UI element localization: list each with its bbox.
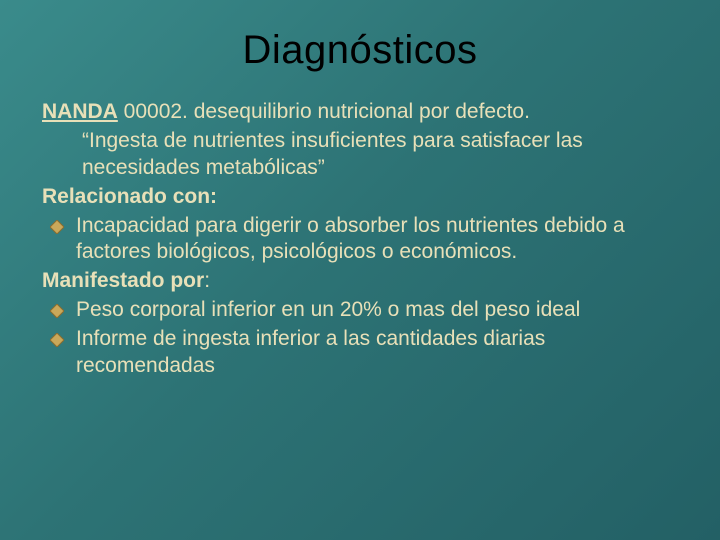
text-span: 00002. desequilibrio nutricional por def… bbox=[118, 100, 530, 123]
body-paragraph: NANDA 00002. desequilibrio nutricional p… bbox=[42, 99, 678, 126]
bullet-item: Informe de ingesta inferior a las cantid… bbox=[42, 326, 678, 380]
text-span: : bbox=[204, 269, 210, 292]
bullet-item: Peso corporal inferior en un 20% o mas d… bbox=[42, 297, 678, 324]
bullet-text: Informe de ingesta inferior a las cantid… bbox=[76, 326, 678, 380]
text-span: Relacionado con: bbox=[42, 185, 217, 208]
text-span: NANDA bbox=[42, 100, 118, 123]
body-paragraph: Relacionado con: bbox=[42, 184, 678, 211]
bullet-item: Incapacidad para digerir o absorber los … bbox=[42, 213, 678, 267]
bullet-text: Peso corporal inferior en un 20% o mas d… bbox=[76, 297, 678, 324]
slide-title: Diagnósticos bbox=[42, 28, 678, 73]
body-paragraph: Manifestado por: bbox=[42, 268, 678, 295]
diamond-bullet-icon bbox=[50, 220, 64, 234]
diamond-bullet-icon bbox=[50, 333, 64, 347]
diamond-bullet-icon bbox=[50, 304, 64, 318]
slide: Diagnósticos NANDA 00002. desequilibrio … bbox=[0, 0, 720, 540]
bullet-text: Incapacidad para digerir o absorber los … bbox=[76, 213, 678, 267]
slide-body: NANDA 00002. desequilibrio nutricional p… bbox=[42, 99, 678, 380]
text-span: Manifestado por bbox=[42, 269, 204, 292]
body-paragraph: “Ingesta de nutrientes insuficientes par… bbox=[42, 128, 678, 182]
